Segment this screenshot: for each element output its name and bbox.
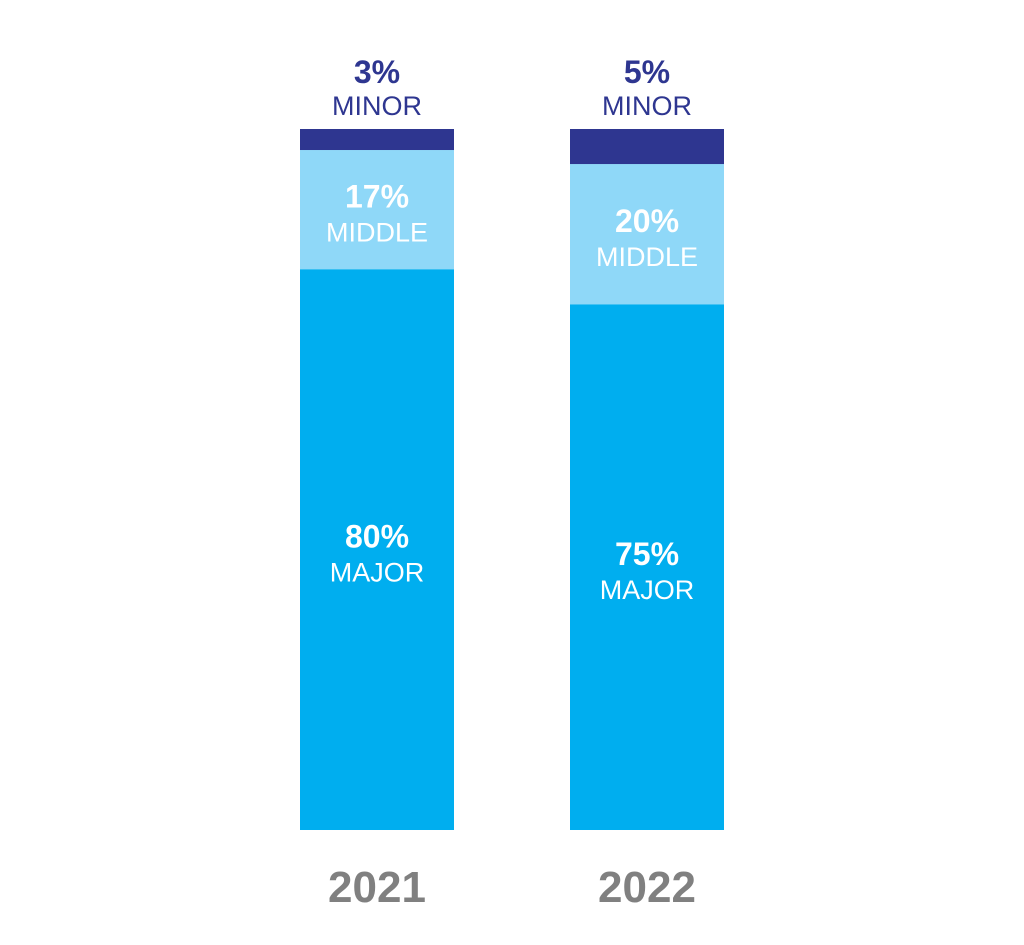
bar-segment-major-2022	[570, 304, 724, 830]
data-label-middle-2022: 20%	[615, 203, 679, 239]
data-label-major-2021: 80%	[345, 519, 409, 555]
data-label-minor-2021: 3%	[354, 54, 400, 90]
series-label-minor-2021: MINOR	[332, 91, 422, 121]
data-label-major-2022: 75%	[615, 536, 679, 572]
bar-segment-middle-2021	[300, 150, 454, 270]
series-label-minor-2022: MINOR	[602, 91, 692, 121]
data-label-minor-2022: 5%	[624, 54, 670, 90]
series-label-major-2021: MAJOR	[330, 558, 425, 588]
series-label-middle-2022: MIDDLE	[596, 242, 698, 272]
bar-segment-minor-2022	[570, 129, 724, 165]
category-label-2022: 2022	[598, 863, 696, 912]
data-label-middle-2021: 17%	[345, 179, 409, 215]
category-label-2021: 2021	[328, 863, 426, 912]
bar-segment-middle-2022	[570, 164, 724, 305]
bar-segment-minor-2021	[300, 129, 454, 151]
bar-segment-major-2021	[300, 269, 454, 830]
series-label-major-2022: MAJOR	[600, 575, 695, 605]
series-label-middle-2021: MIDDLE	[326, 218, 428, 248]
